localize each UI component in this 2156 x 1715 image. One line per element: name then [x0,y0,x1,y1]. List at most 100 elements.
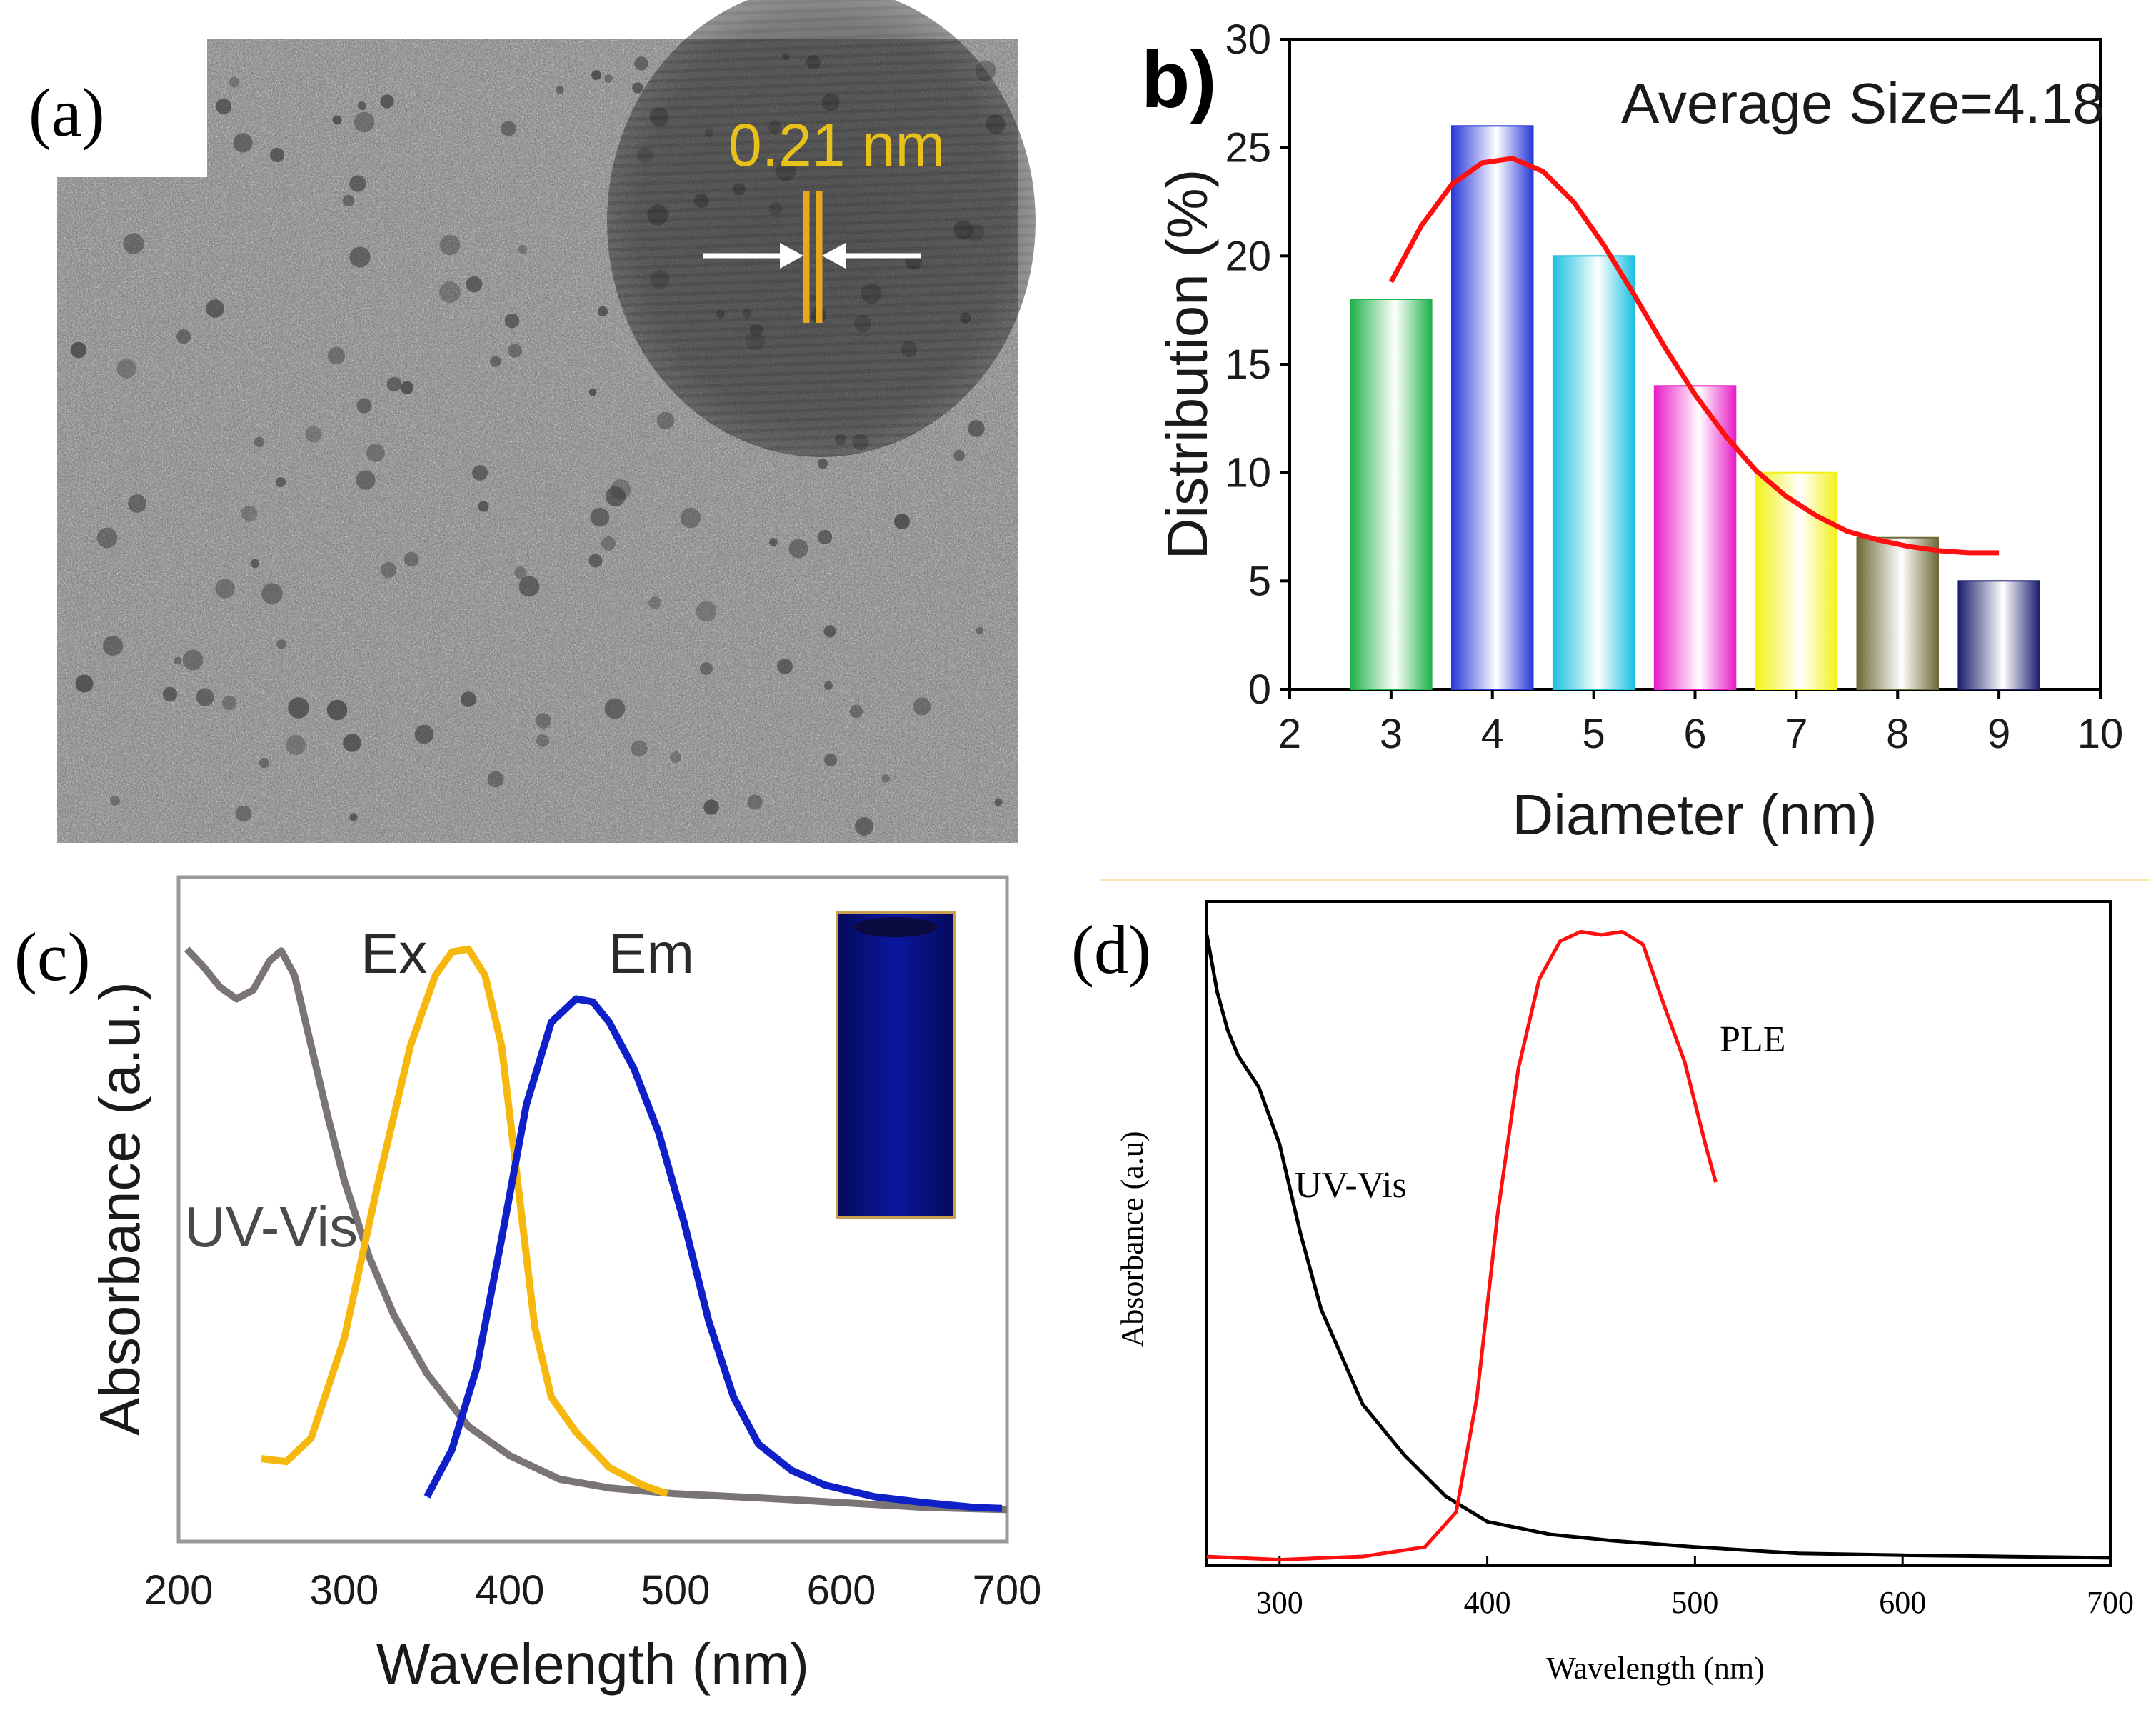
arrow-left-head [780,243,803,269]
tem-dot [604,74,613,83]
chart-b-ytick-label: 0 [1248,666,1271,713]
tem-dot [276,477,286,487]
tem-scale-label: 0.21 nm [728,111,946,179]
chart-c-series-em [423,995,1003,1512]
tem-dot [176,329,191,344]
chart-b-xtick-label: 8 [1886,711,1909,757]
tem-dot [487,771,504,788]
tem-dot [358,101,366,110]
chart-d-label-uvvis: UV-Vis [1295,1165,1407,1206]
tem-dot [162,686,178,702]
tem-dot [634,56,648,71]
tem-dot [326,699,348,721]
chart-c-series-uvvis [184,946,1008,1514]
tem-dot [769,538,778,546]
tem-dot [591,70,601,80]
chart-b-y-axis: 0 5 10 15 20 25 30 [1225,16,1290,713]
tem-dot [366,444,385,462]
panel-a-label-bg [0,0,207,177]
panel-d-label: (d) [1071,911,1151,988]
chart-b-xtick-label: 6 [1683,711,1706,757]
chart-c-xtick-label: 300 [310,1567,379,1614]
tem-dot [96,527,118,549]
chart-b-bar [1350,299,1433,690]
tem-dot [588,554,603,568]
tem-dot [490,356,501,367]
chart-b-xtick-label: 2 [1278,711,1301,757]
tem-dot [604,698,626,719]
tem-dot [855,817,873,836]
chart-b-ytick-label: 5 [1248,558,1271,604]
tem-dot [823,681,833,691]
tem-dot [504,313,520,329]
chart-c-xtick-label: 200 [144,1567,214,1614]
tem-dot [823,625,836,638]
tem-dot [380,561,397,579]
chart-c-label-ex: Ex [361,921,427,985]
chart-d-xlabel: Wavelength (nm) [1546,1651,1765,1686]
tem-dot [386,376,402,392]
chart-b-ytick-label: 25 [1225,125,1271,171]
tem-dot [70,341,87,359]
tem-dot [349,175,366,192]
tem-dot [439,281,461,303]
tem-dot [103,636,123,656]
tem-dot [182,649,204,671]
tem-dot [968,420,985,437]
chart-d-series-ple [1206,929,1718,1562]
tem-dot [556,86,564,94]
chart-c-x-axis: 200 300 400 500 600 700 [144,1567,1042,1614]
chart-b-bar [1957,580,2040,690]
tem-dot [269,147,285,163]
tem-dot [894,514,910,529]
tem-dot [110,796,120,806]
tem-dot [327,346,346,365]
panel-d: (d) 300 400 500 600 700 PLE UV-Vis Wavelengt… [1071,900,2134,1686]
panel-a: (a) 0.21 nm [0,0,1036,843]
tem-dot [680,507,701,529]
tem-dot [285,734,306,756]
tem-dot [508,344,522,358]
chart-b-bar [1451,125,1534,691]
tem-dot [116,359,136,379]
tem-dot [501,121,516,136]
chart-b-ylabel: Distribution (%) [1155,169,1219,560]
tem-dot [823,753,838,767]
tem-dot [953,450,965,461]
chart-b-annotation: Average Size=4.18 [1621,71,2105,135]
tem-dot [472,465,488,481]
tem-dot [466,276,483,293]
tem-dot [356,398,372,414]
chart-b-x-axis: 2 3 4 5 6 7 8 9 10 [1278,689,2123,757]
tem-dot [261,583,283,604]
chart-b-ytick-label: 30 [1225,16,1271,63]
tem-dot [788,539,808,559]
chart-b-gaussian-fit [1388,156,2000,556]
chart-b-xtick-label: 7 [1785,711,1807,757]
chart-d-xtick-label: 700 [2087,1585,2134,1620]
tem-dot [241,505,258,522]
tem-dot [414,724,434,744]
arrow-right-head [822,243,846,269]
tem-dot [356,470,376,490]
chart-c-xtick-label: 700 [973,1567,1042,1614]
tem-dot [400,381,414,395]
tem-dot [588,388,597,396]
chart-b-xlabel: Diameter (nm) [1512,783,1877,846]
chart-b-ytick-label: 15 [1225,341,1271,388]
tem-dot [747,794,763,810]
tem-dot [206,299,224,318]
chart-b-xtick-label: 4 [1481,711,1504,757]
tem-dot [305,426,322,443]
tem-dot [276,639,286,649]
chart-b-bar [1552,255,1635,690]
chart-d-series-uvvis [1205,934,2111,1560]
panel-c: (c) 200 300 400 500 600 700 Ex Em UV-Vis Wave… [14,875,1042,1696]
chart-c-series-ex [261,945,669,1498]
tem-dot [259,757,270,769]
tem-dot [976,626,984,635]
tem-dot [215,579,235,599]
chart-b-xtick-label: 10 [2077,711,2124,757]
chart-d-ylabel: Absorbance (a.u) [1115,1131,1150,1348]
